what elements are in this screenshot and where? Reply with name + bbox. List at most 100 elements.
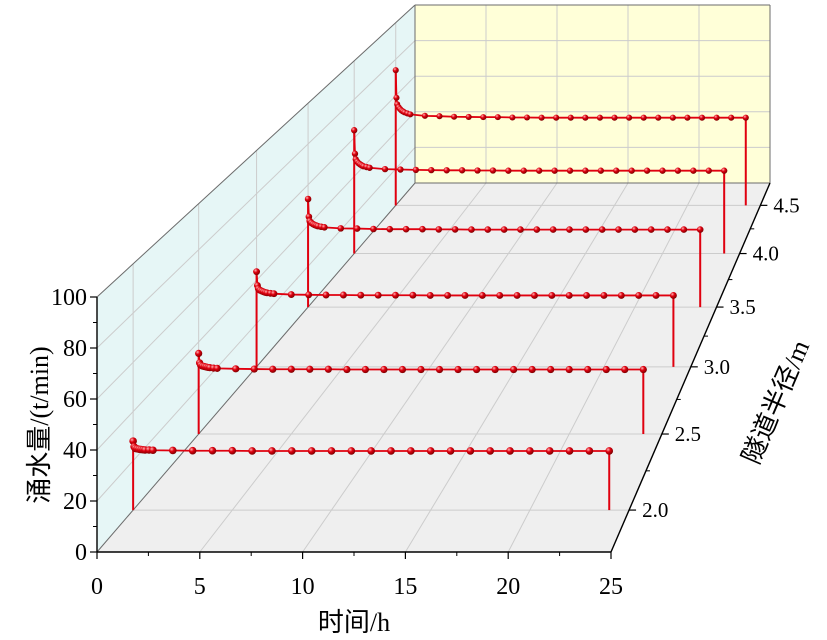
data-point [248, 447, 256, 455]
data-point [232, 365, 240, 373]
data-point [270, 290, 278, 298]
data-point [538, 114, 545, 121]
data-point [250, 365, 258, 373]
data-point [583, 291, 591, 299]
data-point [566, 167, 574, 174]
data-point [494, 114, 501, 121]
data-point [698, 114, 706, 121]
data-point [426, 447, 435, 455]
data-point [489, 167, 497, 174]
data-point [380, 365, 388, 374]
data-point [269, 365, 277, 373]
data-point [458, 167, 466, 174]
floor-grid-line [302, 182, 558, 553]
data-point [553, 114, 560, 121]
x-tick-label: 0 [91, 574, 103, 600]
data-point [669, 114, 676, 121]
panel-edge [96, 4, 416, 298]
data-point [659, 167, 666, 174]
data-point [565, 291, 573, 299]
left-wall-grid-line [96, 40, 416, 349]
plot-panels [97, 5, 770, 552]
z-tick-label: 3.0 [704, 355, 730, 379]
data-point [547, 365, 555, 374]
data-point [566, 226, 573, 233]
data-point [680, 226, 688, 233]
data-point [713, 114, 720, 121]
data-point [523, 114, 531, 121]
data-point [370, 225, 377, 233]
data-point [584, 365, 592, 374]
data-point [304, 195, 312, 203]
series-group [351, 127, 728, 254]
x-tick-label: 20 [496, 574, 520, 600]
y-tick-label: 60 [63, 387, 87, 413]
data-point [472, 365, 481, 374]
data-point [484, 226, 492, 233]
x-tick-label: 10 [291, 574, 315, 600]
data-point [228, 446, 237, 455]
data-point [351, 150, 359, 157]
data-point [307, 447, 316, 455]
y-axis-title: 涌水量/(t/min) [25, 346, 54, 503]
data-point [531, 291, 538, 299]
data-point [631, 226, 639, 233]
data-point [208, 446, 217, 455]
data-point [728, 114, 735, 121]
series-group [304, 195, 704, 308]
data-point [306, 365, 314, 373]
data-point [468, 226, 475, 233]
data-point [324, 365, 332, 373]
z-axis-line [610, 182, 771, 553]
data-point [287, 291, 295, 299]
data-point [600, 291, 608, 299]
data-point [545, 447, 554, 455]
data-point [615, 226, 622, 233]
data-point [486, 447, 495, 455]
data-point [149, 446, 157, 455]
z-tick-label: 2.0 [642, 498, 668, 522]
data-point [426, 291, 434, 299]
z-tick-label: 2.5 [675, 422, 701, 446]
data-point [353, 225, 361, 232]
data-point [500, 226, 508, 233]
data-point [444, 291, 452, 299]
data-point [287, 365, 295, 373]
data-point [435, 365, 444, 374]
data-point [684, 114, 691, 121]
data-point [585, 447, 594, 455]
data-point [582, 114, 589, 121]
data-point [392, 67, 399, 74]
data-point [428, 166, 435, 174]
data-point [602, 365, 610, 374]
y-tick-label: 40 [63, 438, 87, 464]
data-point [454, 365, 462, 374]
x-tick-label: 25 [599, 574, 623, 600]
data-point [451, 226, 459, 233]
x-tick-label: 5 [194, 574, 206, 600]
series-group [392, 67, 749, 206]
data-point [417, 365, 425, 374]
series-group [129, 437, 614, 511]
data-point [188, 446, 197, 455]
data-point [351, 127, 358, 134]
data-point [392, 291, 399, 299]
data-point [628, 167, 635, 174]
data-point [705, 167, 712, 174]
data-point [528, 365, 536, 374]
data-point [367, 447, 375, 455]
data-point [213, 364, 221, 372]
left-wall-grid-line [96, 75, 416, 400]
data-point [446, 447, 455, 455]
data-point [436, 113, 443, 120]
data-point [443, 167, 450, 174]
data-point [565, 447, 574, 455]
data-point [496, 291, 504, 299]
data-point [465, 113, 472, 120]
y-tick-label: 20 [63, 489, 87, 515]
x-tick-label: 15 [393, 574, 417, 600]
data-point [397, 166, 404, 173]
data-point [253, 268, 261, 276]
data-point [597, 167, 605, 174]
data-point [407, 447, 415, 455]
